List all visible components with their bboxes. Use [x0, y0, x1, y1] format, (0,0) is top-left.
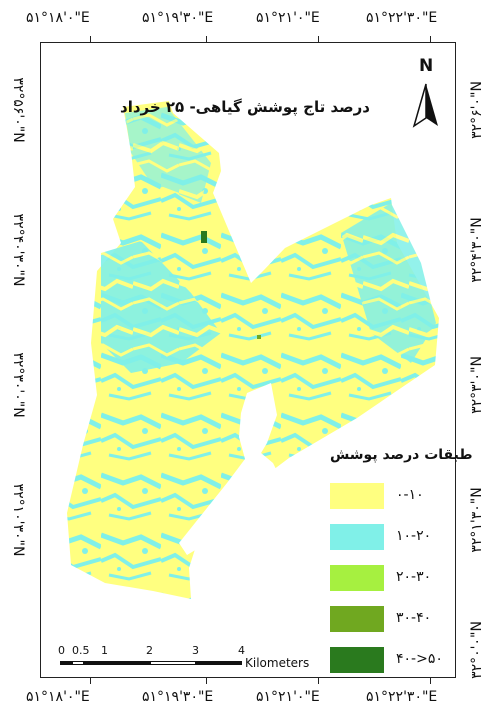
right-coord-4: ۳۲°۱'۳۰"N — [469, 487, 485, 553]
scale-segment — [60, 661, 72, 665]
tick — [318, 678, 319, 684]
scale-segment — [104, 661, 150, 665]
right-coord-3: ۳۲°۳'۰"N — [469, 356, 485, 414]
zone-north — [125, 107, 211, 203]
scale-unit: Kilometers — [245, 656, 310, 670]
legend-swatch — [330, 565, 384, 591]
tick — [206, 36, 207, 42]
map-title: درصد تاج پوشش گیاهی- ۲۵ خرداد — [120, 98, 370, 116]
bottom-coord-3: ۵۱°۲۱'۰"E — [256, 689, 320, 705]
bottom-coord-1: ۵۱°۱۸'۰"E — [26, 689, 90, 705]
bottom-coord-4: ۵۱°۲۲'۳۰"E — [366, 689, 438, 705]
legend-label: ۴۰->۵۰ — [396, 651, 443, 667]
legend-swatch — [330, 647, 384, 673]
left-coord-1: ۳۲°۵۶'۰"N — [10, 77, 26, 143]
tick — [206, 678, 207, 684]
map-frame — [40, 42, 456, 678]
top-coord-3: ۵۱°۲۱'۰"E — [256, 10, 320, 26]
legend-swatch — [330, 483, 384, 509]
map-canvas[interactable] — [41, 43, 455, 677]
north-arrow-icon — [412, 83, 438, 128]
right-coord-1: ۳۲°۶'۰"N — [469, 81, 485, 139]
scale-segment — [84, 661, 104, 665]
bottom-coord-2: ۵۱°۱۹'۳۰"E — [142, 689, 214, 705]
zone-east — [341, 203, 436, 363]
top-coord-2: ۵۱°۱۹'۳۰"E — [142, 10, 214, 26]
legend-label: ۳۰-۴۰ — [396, 610, 432, 626]
right-coord-5: ۳۲°۰'۰"N — [469, 621, 485, 679]
tick — [430, 678, 431, 684]
scale-tick-label: 3 — [192, 644, 199, 657]
legend-label: ۱۰-۲۰ — [396, 528, 432, 544]
legend-title: طبقات درصد پوشش — [330, 447, 473, 463]
dense-cover-patch — [201, 231, 207, 243]
green-spot — [257, 335, 261, 339]
top-coord-1: ۵۱°۱۸'۰"E — [26, 10, 90, 26]
north-label: N — [419, 56, 434, 76]
scale-tick-label: 4 — [238, 644, 245, 657]
legend-label: ۰-۱۰ — [396, 487, 424, 503]
reservoir — [179, 383, 279, 555]
scale-tick-label: 0 — [58, 644, 65, 657]
tick — [90, 678, 91, 684]
tick — [90, 36, 91, 42]
tick — [430, 36, 431, 42]
left-coord-4: ۳۲°۱۰'۳۰"N — [10, 483, 26, 557]
zone-west — [101, 241, 221, 373]
scale-tick-label: 1 — [101, 644, 108, 657]
legend-label: ۲۰-۳۰ — [396, 569, 432, 585]
legend-swatch — [330, 524, 384, 550]
left-coord-2: ۳۲°۴۰'۳۰"N — [10, 213, 26, 287]
scale-tick-label: 2 — [146, 644, 153, 657]
scale-tick-label: 0.5 — [72, 644, 90, 657]
right-coord-2: ۳۲°۴'۳۰"N — [469, 217, 485, 283]
legend-swatch — [330, 606, 384, 632]
top-coord-4: ۵۱°۲۲'۳۰"E — [366, 10, 438, 26]
scale-segment — [196, 661, 242, 665]
study-area — [67, 101, 439, 599]
left-coord-3: ۳۲°۳۰'۰"N — [10, 352, 26, 418]
scale-segment — [150, 661, 196, 665]
tick — [318, 36, 319, 42]
scale-segment — [72, 661, 84, 665]
